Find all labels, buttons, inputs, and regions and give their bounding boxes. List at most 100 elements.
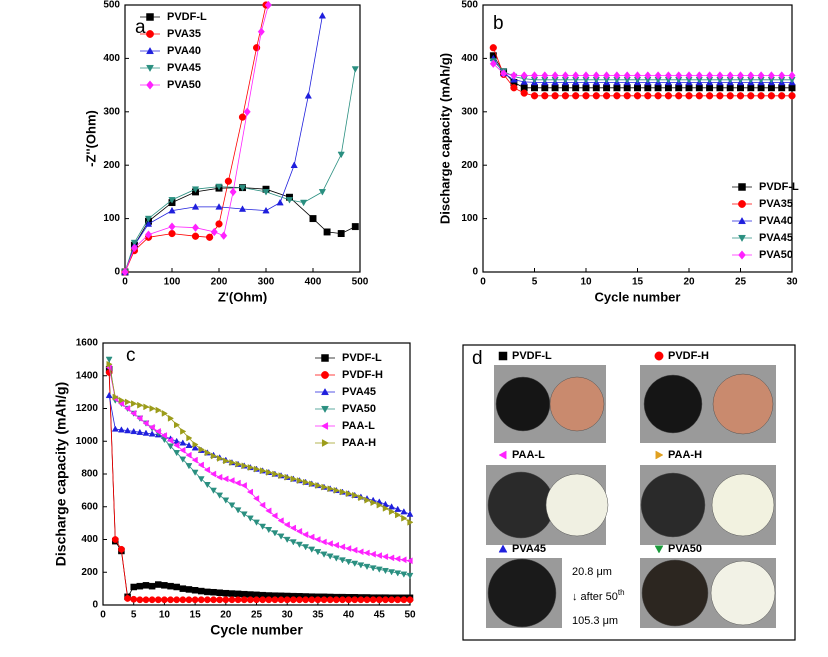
marker xyxy=(767,92,776,100)
marker xyxy=(277,596,285,604)
marker xyxy=(259,467,267,475)
marker xyxy=(561,84,569,92)
x-tick-label: 5 xyxy=(131,610,137,621)
marker xyxy=(489,44,497,52)
marker xyxy=(271,512,278,520)
marker xyxy=(685,84,693,92)
marker xyxy=(216,492,224,499)
legend-marker xyxy=(321,354,329,362)
marker xyxy=(130,595,138,603)
marker xyxy=(302,478,310,486)
marker xyxy=(308,596,316,604)
marker xyxy=(111,536,119,543)
x-tick-label: 25 xyxy=(735,277,747,288)
marker xyxy=(240,482,247,489)
marker xyxy=(747,84,755,92)
electrode-disc xyxy=(710,560,776,626)
marker xyxy=(541,71,549,80)
marker xyxy=(161,582,168,589)
marker xyxy=(318,11,327,19)
marker xyxy=(400,508,408,515)
marker xyxy=(185,463,193,470)
marker xyxy=(675,71,683,80)
legend-marker xyxy=(146,64,154,73)
marker xyxy=(561,92,570,100)
marker xyxy=(246,596,254,604)
marker xyxy=(363,596,371,604)
plot-frame xyxy=(124,4,361,273)
electrode-disc xyxy=(495,376,551,432)
marker xyxy=(582,84,590,92)
y-tick-label: 1400 xyxy=(76,370,99,381)
marker xyxy=(210,452,218,460)
marker xyxy=(246,488,254,496)
marker xyxy=(106,360,113,368)
marker xyxy=(633,92,642,100)
marker xyxy=(716,92,724,100)
marker xyxy=(320,551,328,558)
thickness-before: 20.8 μm xyxy=(572,566,612,578)
marker xyxy=(210,588,217,596)
marker xyxy=(664,84,672,92)
marker xyxy=(222,475,229,483)
marker xyxy=(308,533,315,541)
marker xyxy=(215,220,223,228)
x-tick-label: 5 xyxy=(532,277,538,288)
marker xyxy=(327,485,334,493)
marker xyxy=(675,92,683,100)
marker xyxy=(394,555,401,563)
x-tick-label: 300 xyxy=(258,277,275,288)
marker xyxy=(706,84,714,92)
marker xyxy=(634,84,641,92)
photo-label: PVA50 xyxy=(668,543,702,555)
marker xyxy=(121,267,129,277)
photo-label: PVDF-L xyxy=(512,350,552,362)
marker xyxy=(228,596,236,604)
marker xyxy=(345,490,353,498)
marker xyxy=(228,502,236,509)
legend-marker xyxy=(654,545,664,554)
marker xyxy=(318,189,327,196)
marker xyxy=(407,518,414,526)
marker xyxy=(406,596,414,604)
electrode-disc xyxy=(643,374,703,434)
marker xyxy=(400,556,407,564)
marker xyxy=(154,428,161,435)
marker xyxy=(265,507,272,515)
series-line xyxy=(124,15,323,273)
marker xyxy=(551,71,559,80)
marker xyxy=(216,473,223,481)
marker xyxy=(168,197,176,204)
thickness-after: 105.3 μm xyxy=(572,615,618,627)
legend-marker xyxy=(320,422,329,430)
marker xyxy=(222,497,230,504)
marker xyxy=(253,519,260,526)
y-tick-label: 600 xyxy=(81,501,98,512)
marker xyxy=(234,507,242,514)
marker xyxy=(144,220,153,227)
marker xyxy=(240,596,248,604)
marker xyxy=(220,231,228,240)
marker xyxy=(351,546,358,554)
marker xyxy=(664,92,673,100)
marker xyxy=(284,473,291,481)
marker xyxy=(105,391,113,399)
marker xyxy=(314,536,321,543)
legend-marker xyxy=(738,234,746,243)
marker xyxy=(210,487,217,494)
photo-label: PVA45 xyxy=(512,543,546,555)
marker xyxy=(339,557,346,564)
marker xyxy=(136,414,143,422)
marker xyxy=(168,229,176,238)
marker xyxy=(289,596,297,604)
marker xyxy=(168,222,176,231)
marker xyxy=(271,596,279,604)
marker xyxy=(747,71,755,80)
marker xyxy=(179,596,187,604)
marker xyxy=(400,596,408,604)
y-tick-label: 1600 xyxy=(76,338,99,349)
marker xyxy=(148,423,155,431)
marker xyxy=(173,441,180,449)
marker xyxy=(395,511,402,519)
marker xyxy=(320,596,328,604)
